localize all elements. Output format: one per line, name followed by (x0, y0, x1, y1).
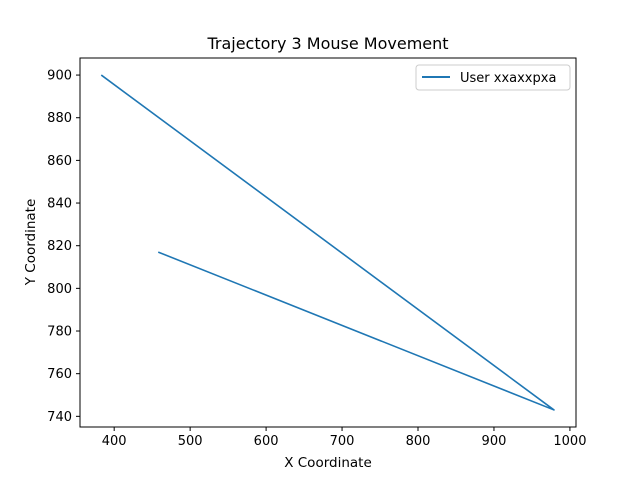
y-tick-label: 760 (47, 367, 72, 382)
y-tick-label: 800 (47, 282, 72, 297)
x-tick-label: 500 (178, 434, 203, 449)
y-tick-label: 740 (47, 410, 72, 425)
x-tick-label: 700 (330, 434, 355, 449)
x-tick-label: 800 (406, 434, 431, 449)
x-axis-label: X Coordinate (284, 455, 372, 471)
y-tick-label: 880 (47, 111, 72, 126)
legend-box (415, 64, 571, 91)
series-line (100, 74, 555, 411)
x-axis-ticks: 400 500 600 700 800 900 1000 (102, 427, 586, 449)
chart-title: Trajectory 3 Mouse Movement (206, 34, 448, 53)
y-tick-label: 820 (47, 239, 72, 254)
y-tick-label: 780 (47, 325, 72, 340)
legend-label: User xxaxxpxa (460, 71, 556, 86)
y-tick-label: 860 (47, 154, 72, 169)
y-axis-ticks: 740 760 780 800 820 840 860 880 900 (47, 69, 80, 425)
x-tick-label: 400 (102, 434, 127, 449)
x-tick-label: 600 (254, 434, 279, 449)
y-axis-label: Y Coordinate (23, 199, 39, 287)
legend: User xxaxxpxa (415, 64, 571, 91)
x-tick-label: 900 (482, 434, 507, 449)
series-layer (100, 74, 555, 411)
x-tick-label: 1000 (553, 434, 586, 449)
y-tick-label: 840 (47, 197, 72, 212)
y-tick-label: 900 (47, 69, 72, 84)
